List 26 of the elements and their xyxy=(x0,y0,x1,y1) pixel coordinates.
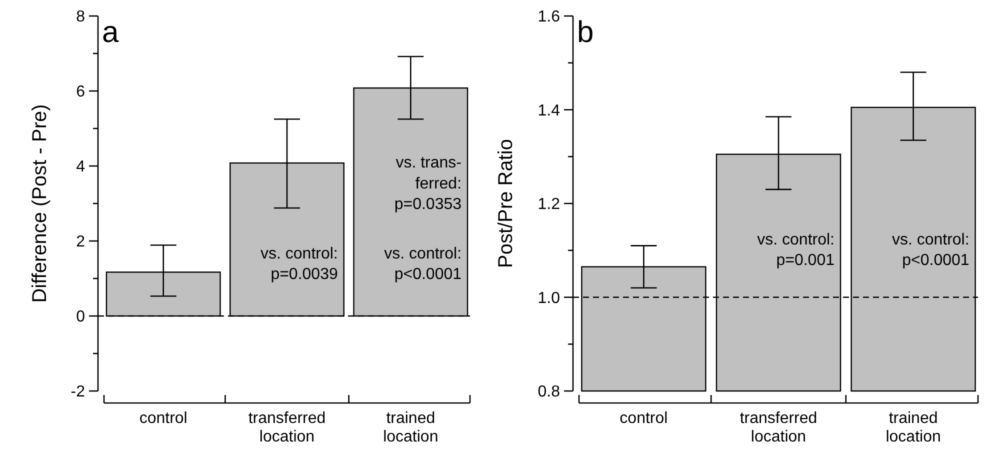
y-tick-label: 1.2 xyxy=(538,196,560,214)
y-axis-title: Difference (Post - Pre) xyxy=(29,104,51,303)
y-tick-label: 8 xyxy=(76,8,86,26)
y-tick-label: 0 xyxy=(76,308,86,326)
y-tick-label: 6 xyxy=(76,84,86,101)
annotation: vs. trans- ferred: p=0.0353 xyxy=(394,154,462,214)
chart-title: b xyxy=(577,16,594,49)
x-tick-label: control xyxy=(139,410,188,427)
y-tick-label: 2 xyxy=(76,234,86,251)
y-tick-label: 1.6 xyxy=(538,8,560,26)
y-tick-label: -2 xyxy=(70,384,86,401)
x-tick-label: control xyxy=(620,410,668,427)
x-tick-label: transferred location xyxy=(740,410,818,446)
y-tick-label: 4 xyxy=(76,158,86,176)
annotation: vs. control: p<0.0001 xyxy=(892,231,970,270)
x-tick-label: trained location xyxy=(383,410,438,446)
y-axis-title: Post/Pre Ratio xyxy=(495,139,517,268)
annotation: vs. control: p=0.0039 xyxy=(260,245,338,284)
annotation: vs. control: p=0.001 xyxy=(757,231,835,270)
x-tick-label: transferred location xyxy=(248,410,326,446)
y-tick-label: 0.8 xyxy=(538,384,560,401)
y-tick-label: 1.4 xyxy=(538,102,560,120)
annotation: vs. control: p<0.0001 xyxy=(384,245,462,284)
x-tick-label: trained location xyxy=(886,410,941,446)
y-tick-label: 1.0 xyxy=(538,290,560,307)
chart-title: a xyxy=(102,16,119,49)
